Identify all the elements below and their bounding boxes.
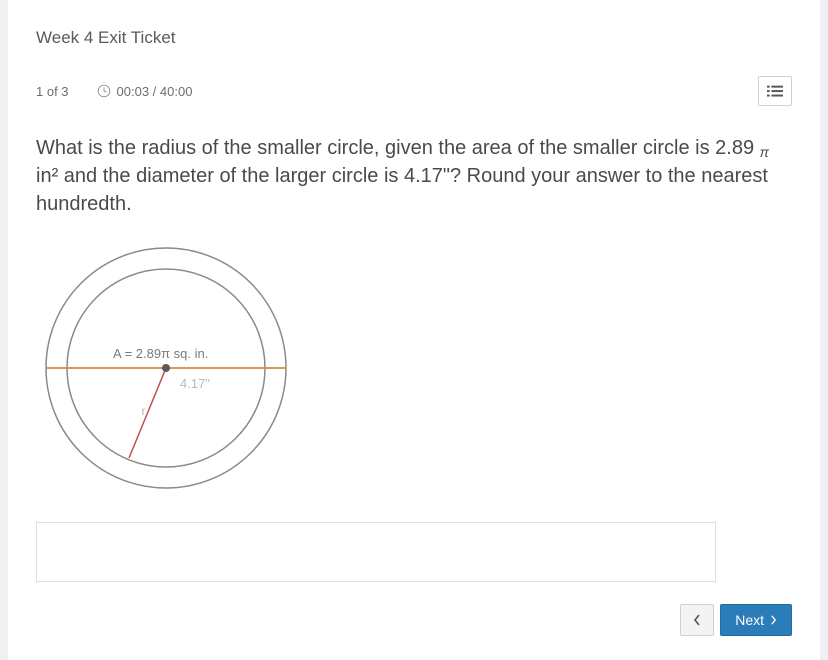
answer-input[interactable] xyxy=(36,522,716,582)
question-part1: What is the radius of the smaller circle… xyxy=(36,137,760,159)
clock-icon xyxy=(97,84,111,98)
nav-row: Next xyxy=(680,604,792,636)
prev-button[interactable] xyxy=(680,604,714,636)
svg-text:r: r xyxy=(142,404,146,418)
meta-row: 1 of 3 00:03 / 40:00 xyxy=(36,76,792,106)
pi-symbol: π xyxy=(760,144,769,160)
svg-text:A = 2.89π sq. in.: A = 2.89π sq. in. xyxy=(113,346,208,361)
timer-label: 00:03 / 40:00 xyxy=(117,84,193,99)
next-button[interactable]: Next xyxy=(720,604,792,636)
next-label: Next xyxy=(735,612,764,628)
quiz-card: Week 4 Exit Ticket 1 of 3 00:03 / 40:00 xyxy=(8,0,820,660)
quiz-title: Week 4 Exit Ticket xyxy=(36,28,792,48)
question-part2: in² and the diameter of the larger circl… xyxy=(36,165,768,215)
meta-left: 1 of 3 00:03 / 40:00 xyxy=(36,84,192,99)
chevron-right-icon xyxy=(770,615,777,625)
timer: 00:03 / 40:00 xyxy=(97,84,193,99)
svg-text:4.17": 4.17" xyxy=(180,376,210,391)
question-text: What is the radius of the smaller circle… xyxy=(36,134,792,218)
list-icon xyxy=(767,84,783,98)
question-list-button[interactable] xyxy=(758,76,792,106)
progress-label: 1 of 3 xyxy=(36,84,69,99)
circle-diagram: A = 2.89π sq. in. 4.17" r xyxy=(36,238,296,498)
chevron-left-icon xyxy=(693,614,701,626)
